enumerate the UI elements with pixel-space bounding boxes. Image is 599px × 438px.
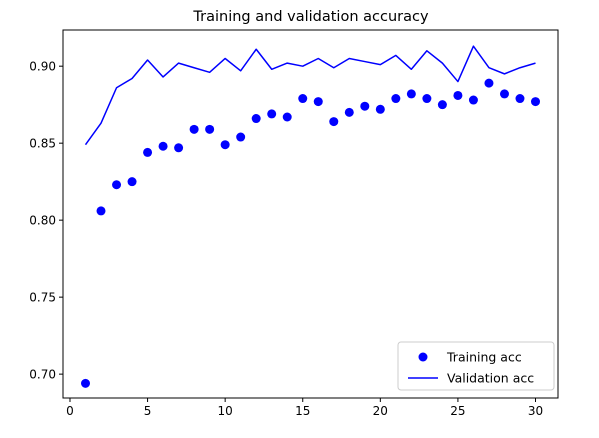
legend-training-marker [418, 352, 428, 362]
training-acc-point [406, 89, 416, 99]
x-tick-label: 0 [66, 404, 74, 418]
training-acc-point [267, 109, 277, 119]
training-acc-point [453, 90, 463, 100]
legend-validation-label: Validation acc [447, 371, 534, 386]
plot-area: 0 5 10 15 20 25 30 0.70 0.75 0.80 0.85 0.90 [29, 29, 559, 418]
training-acc-point [344, 107, 354, 117]
x-axis: 0 5 10 15 20 25 30 [66, 398, 543, 418]
training-acc-point [531, 97, 540, 107]
y-tick-label: 0.85 [29, 137, 56, 151]
chart-title: Training and validation accuracy [192, 9, 429, 25]
training-acc-point [515, 94, 525, 104]
training-acc-point [391, 94, 401, 104]
training-acc-point [81, 378, 90, 388]
training-acc-point [189, 124, 199, 134]
y-axis: 0.70 0.75 0.80 0.85 0.90 [29, 60, 63, 382]
x-tick-label: 20 [373, 404, 388, 418]
legend: Training acc Validation acc [397, 341, 555, 391]
training-acc-point [220, 140, 230, 150]
training-acc-point [205, 124, 215, 134]
training-acc-point [437, 100, 447, 110]
training-acc-point [468, 95, 478, 105]
training-acc-point [422, 94, 432, 104]
training-acc-point [112, 180, 122, 190]
x-tick-label: 30 [528, 404, 543, 418]
training-acc-point [484, 78, 494, 88]
validation-acc-line [84, 45, 536, 146]
y-tick-label: 0.70 [29, 368, 56, 382]
training-acc-point [127, 177, 137, 187]
legend-training-label: Training acc [446, 350, 522, 365]
x-tick-label: 5 [144, 404, 152, 418]
training-acc-point [329, 117, 339, 127]
training-acc-point [174, 143, 184, 153]
x-tick-label: 25 [450, 404, 465, 418]
x-tick-label: 15 [295, 404, 310, 418]
training-acc-point [282, 112, 292, 122]
training-acc-point [499, 89, 509, 99]
plot-frame [62, 29, 559, 399]
training-acc-point [375, 104, 385, 114]
series-layer [81, 45, 540, 388]
training-acc-point [360, 101, 370, 111]
y-tick-label: 0.90 [29, 60, 56, 74]
y-tick-label: 0.80 [29, 214, 56, 228]
y-tick-label: 0.75 [29, 291, 56, 305]
training-acc-point [313, 97, 323, 107]
training-acc-point [143, 147, 153, 157]
training-acc-point [298, 94, 308, 104]
x-tick-label: 10 [218, 404, 233, 418]
training-acc-point [236, 132, 246, 142]
training-acc-point [96, 206, 106, 216]
training-acc-point [251, 114, 261, 124]
training-acc-point [158, 141, 168, 151]
